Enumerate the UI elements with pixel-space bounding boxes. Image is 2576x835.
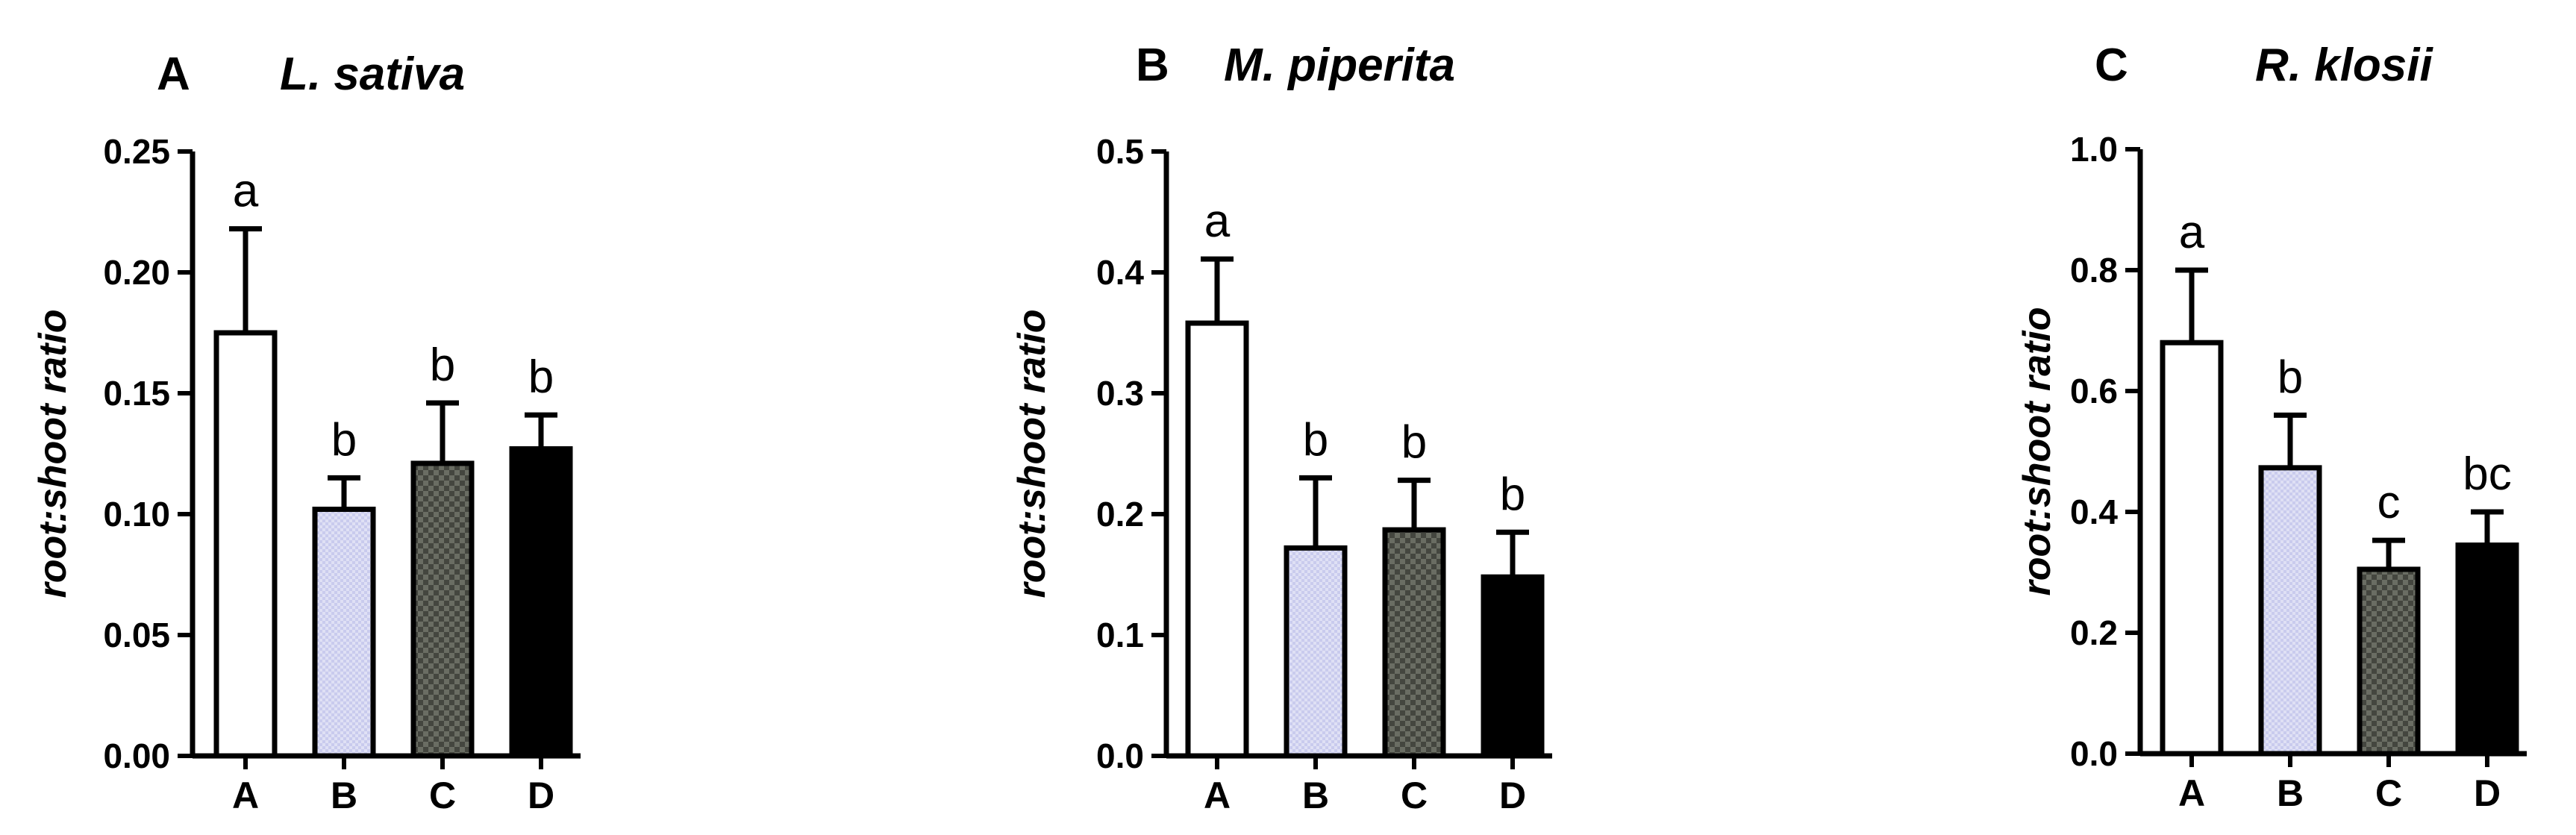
error-bar <box>2471 512 2504 545</box>
y-tick-label: 0.00 <box>103 737 170 775</box>
y-tick-label: 0.8 <box>2070 251 2118 290</box>
y-axis-label: root:shoot ratio <box>2016 307 2059 595</box>
y-tick-label: 0.5 <box>1096 132 1144 171</box>
error-bar <box>426 403 459 463</box>
bar-b <box>1287 548 1345 756</box>
bar-a <box>2163 343 2221 754</box>
x-tick-label: D <box>2474 772 2501 814</box>
chart-panel-b: 0.0 0.1 0.2 0.3 0.4 0.5 root:shoot ratio B M. pi… <box>1010 40 1552 816</box>
y-tick-label: 0.2 <box>2070 613 2118 652</box>
x-tick-label: C <box>2375 772 2402 814</box>
bar-c <box>1385 530 1443 756</box>
error-bar <box>328 478 360 509</box>
bar-b <box>315 510 373 756</box>
significance-label: b <box>1500 469 1525 520</box>
chart-panel-a: 0.00 0.05 0.10 0.15 0.20 0.25 root:shoot ratio… <box>31 49 581 816</box>
error-bar <box>525 415 557 448</box>
significance-label: a <box>2179 207 2205 258</box>
y-tick-label: 0.15 <box>103 374 170 413</box>
bar-a <box>1188 323 1246 756</box>
error-bar <box>1496 532 1529 577</box>
x-tick-label: D <box>1499 775 1526 816</box>
y-tick-label: 0.05 <box>103 616 170 654</box>
x-tick-label: D <box>528 775 554 816</box>
x-tick-label: B <box>1302 775 1329 816</box>
bar-d <box>1484 577 1542 756</box>
bar-d <box>2458 545 2516 754</box>
x-tick-label: A <box>232 775 259 816</box>
error-bar <box>2175 270 2208 343</box>
error-bar <box>1398 481 1431 530</box>
error-bar <box>2372 540 2405 569</box>
chart-panel-c: 0.0 0.2 0.4 0.6 0.8 1.0 root:shoot ratio C R. kl… <box>2016 40 2527 814</box>
panel-letter: A <box>157 49 190 100</box>
significance-label: bc <box>2463 448 2511 500</box>
y-tick-label: 0.0 <box>1096 737 1144 775</box>
y-axis-label: root:shoot ratio <box>1010 309 1054 598</box>
y-tick-label: 0.1 <box>1096 616 1144 654</box>
significance-label: b <box>2278 351 2303 403</box>
error-bar <box>2274 415 2307 467</box>
x-tick-label: B <box>2277 772 2304 814</box>
chart-title: M. piperita <box>1224 40 1455 91</box>
significance-label: a <box>1204 196 1231 247</box>
y-tick-label: 0.4 <box>1096 253 1144 292</box>
x-tick-label: C <box>429 775 456 816</box>
error-bar <box>229 229 262 333</box>
significance-label: b <box>528 351 554 403</box>
significance-label: a <box>233 166 259 217</box>
significance-label: b <box>430 340 455 391</box>
chart-title: L. sativa <box>280 49 465 100</box>
significance-label: b <box>1401 417 1427 469</box>
y-tick-label: 0.3 <box>1096 374 1144 413</box>
chart-title: R. klosii <box>2255 40 2434 91</box>
y-tick-label: 0.20 <box>103 253 170 292</box>
bar-c <box>2360 569 2418 754</box>
error-bar <box>1299 478 1332 548</box>
y-tick-label: 0.25 <box>103 132 170 171</box>
y-tick-label: 1.0 <box>2070 130 2118 169</box>
panel-letter: B <box>1136 40 1169 91</box>
y-tick-label: 0.10 <box>103 495 170 534</box>
bar-a <box>216 333 275 756</box>
y-tick-label: 0.4 <box>2070 492 2118 531</box>
x-tick-label: B <box>331 775 357 816</box>
significance-label: c <box>2378 477 2401 528</box>
panel-letter: C <box>2095 40 2128 91</box>
y-axis-label: root:shoot ratio <box>31 309 75 598</box>
error-bar <box>1201 259 1234 323</box>
bar-d <box>512 449 570 756</box>
x-tick-label: A <box>2178 772 2205 814</box>
y-tick-label: 0.2 <box>1096 495 1144 534</box>
bar-c <box>413 463 472 756</box>
bar-b <box>2261 468 2319 754</box>
y-tick-label: 0.6 <box>2070 372 2118 410</box>
y-tick-label: 0.0 <box>2070 734 2118 773</box>
x-tick-label: A <box>1204 775 1231 816</box>
significance-label: b <box>331 414 357 466</box>
x-tick-label: C <box>1401 775 1428 816</box>
significance-label: b <box>1303 414 1328 466</box>
